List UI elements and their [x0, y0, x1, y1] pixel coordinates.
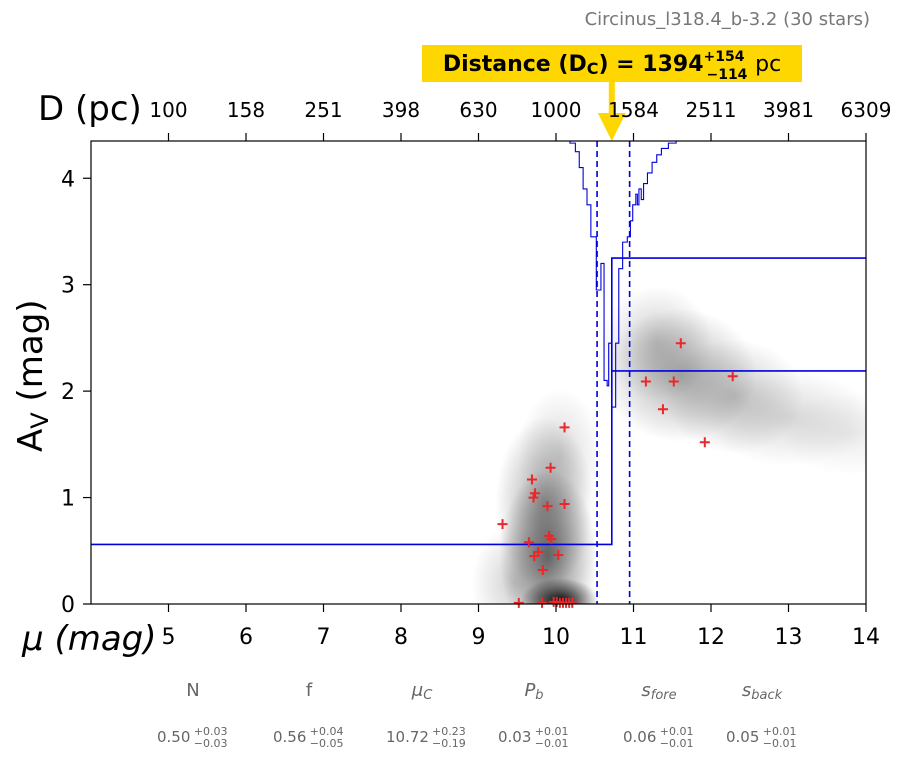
y-tick-label: 2 — [61, 380, 75, 405]
y-tick-label: 0 — [61, 593, 75, 618]
top-tick-label: 251 — [304, 98, 342, 122]
top-tick-label: 630 — [459, 98, 497, 122]
distance-annotation-text: Distance (DC) = 1394+154 −114 pc — [443, 49, 781, 83]
parameter-minus: −0.03 — [194, 737, 228, 750]
top-axis-label: D (pc) — [38, 89, 142, 129]
star-marker — [526, 474, 537, 485]
density-blob — [471, 525, 556, 604]
distance-plus: +154 — [704, 49, 745, 65]
star-marker — [668, 376, 679, 387]
parameter-value: 0.03 — [498, 728, 531, 746]
parameter-header: sback — [742, 680, 783, 703]
star-marker — [640, 376, 651, 387]
star-marker — [530, 488, 541, 499]
y-axis-label: AV (mag) — [11, 299, 54, 452]
parameter-header: sfore — [641, 680, 676, 703]
parameter-plus: +0.04 — [310, 725, 344, 738]
parameter-value: 0.50 — [157, 728, 190, 746]
x-tick-label: 12 — [697, 625, 725, 650]
star-marker — [699, 437, 710, 448]
distance-arrow — [597, 82, 626, 141]
star-marker — [546, 534, 557, 545]
star-marker — [727, 371, 738, 382]
distance-minus: −114 — [706, 67, 747, 83]
distance-prefix: Distance — [443, 52, 551, 77]
parameter-header: μC — [411, 680, 433, 703]
star-marker — [657, 404, 668, 415]
parameter-plus: +0.03 — [194, 725, 228, 738]
star-marker — [533, 546, 544, 557]
distance-value: 1394 — [642, 52, 703, 77]
x-tick-label: 8 — [394, 625, 408, 650]
parameter-minus: −0.01 — [763, 737, 797, 750]
parameter-minus: −0.01 — [660, 737, 694, 750]
star-marker — [497, 519, 508, 530]
parameter-plus: +0.01 — [535, 725, 569, 738]
star-marker — [537, 564, 548, 575]
star-marker — [567, 597, 578, 608]
distance-symbol: D — [568, 52, 586, 77]
parameter-value: 0.56 — [273, 728, 306, 746]
x-tick-label: 7 — [317, 625, 331, 650]
y-tick-label: 4 — [61, 167, 75, 192]
extinction-profile — [91, 141, 866, 604]
parameter-plus: +0.23 — [432, 725, 466, 738]
y-tick-label: 1 — [61, 487, 75, 512]
top-tick-label: 6309 — [841, 98, 892, 122]
star-marker — [542, 501, 553, 512]
star-marker — [559, 422, 570, 433]
star-marker — [553, 550, 564, 561]
x-tick-label: 5 — [162, 625, 176, 650]
star-markers — [497, 338, 738, 608]
top-tick-label: 1000 — [531, 98, 582, 122]
star-marker — [545, 462, 556, 473]
star-density-map — [471, 285, 866, 604]
top-tick-label: 158 — [227, 98, 265, 122]
parameter-minus: −0.05 — [310, 737, 344, 750]
parameter-value: 0.06 — [623, 728, 656, 746]
parameter-plus: +0.01 — [660, 725, 694, 738]
x-tick-label: 6 — [239, 625, 253, 650]
distance-unit: pc — [755, 52, 781, 77]
star-marker — [559, 498, 570, 509]
density-blob — [518, 387, 602, 523]
x-tick-label: 10 — [542, 625, 570, 650]
y-tick-label: 3 — [61, 274, 75, 299]
parameter-header: N — [186, 680, 199, 701]
star-marker — [537, 597, 548, 608]
x-tick-label: 13 — [775, 625, 803, 650]
top-tick-label: 2511 — [686, 98, 737, 122]
x-tick-label: 14 — [852, 625, 880, 650]
parameter-header: f — [306, 680, 313, 701]
top-tick-label: 100 — [149, 98, 187, 122]
x-tick-label: 9 — [472, 625, 486, 650]
chart-title: Circinus_l318.4_b-3.2 (30 stars) — [585, 9, 870, 30]
parameter-plus: +0.01 — [763, 725, 797, 738]
x-tick-label: 11 — [620, 625, 648, 650]
star-marker — [675, 338, 686, 349]
distance-posterior-curve — [91, 141, 866, 408]
star-marker — [513, 597, 524, 608]
top-tick-label: 1584 — [608, 98, 659, 122]
x-axis-label: μ (mag) — [21, 619, 157, 659]
parameter-value: 0.05 — [726, 728, 759, 746]
distance-annotation: Distance (DC) = 1394+154 −114 pc — [422, 45, 802, 141]
parameter-header: Pb — [524, 680, 543, 703]
distance-subscript: C — [587, 59, 599, 78]
parameter-minus: −0.01 — [535, 737, 569, 750]
top-tick-label: 3981 — [763, 98, 814, 122]
distance-annotation-box — [422, 45, 802, 82]
star-marker — [523, 537, 534, 548]
parameter-value: 10.72 — [386, 728, 429, 746]
top-tick-label: 398 — [382, 98, 420, 122]
density-blob — [780, 391, 866, 476]
parameter-minus: −0.19 — [432, 737, 466, 750]
